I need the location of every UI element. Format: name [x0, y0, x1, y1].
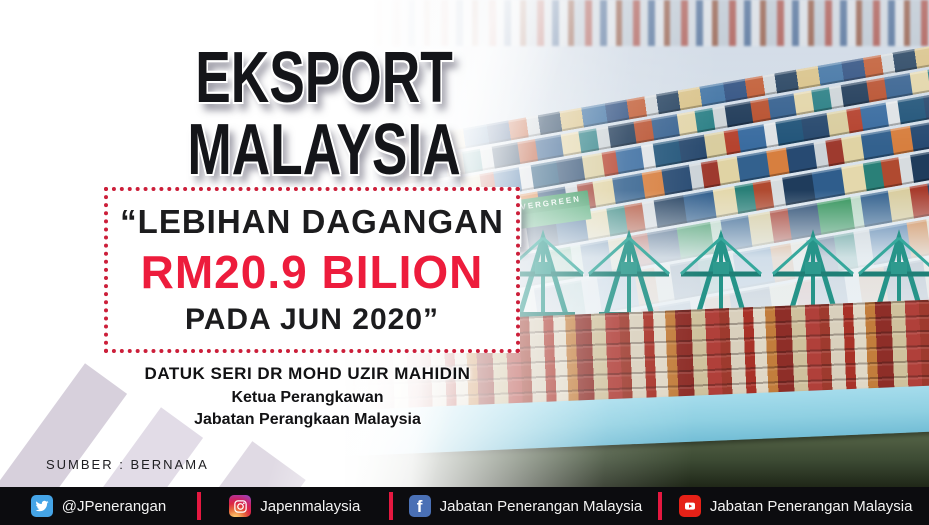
quote-line1: “LEBIHAN DAGANGAN [120, 203, 504, 240]
attribution-name: DATUK SERI DR MOHD UZIR MAHIDIN [144, 364, 471, 383]
footer-item-instagram[interactable]: Japenmalaysia [201, 487, 389, 525]
footer-item-youtube[interactable]: Jabatan Penerangan Malaysia [662, 487, 929, 525]
footer-item-facebook[interactable]: f Jabatan Penerangan Malaysia [393, 487, 659, 525]
footer-label-twitter: @JPenerangan [61, 497, 167, 515]
footer-item-twitter[interactable]: @JPenerangan [0, 487, 197, 525]
instagram-icon [229, 495, 252, 517]
twitter-icon [30, 495, 53, 517]
footer-label-facebook: Jabatan Penerangan Malaysia [439, 497, 643, 515]
footer-divider [196, 492, 201, 520]
quote-box: “LEBIHAN DAGANGAN RM20.9 BILION PADA JUN… [104, 187, 520, 353]
attribution-org: Jabatan Perangkaan Malaysia [194, 411, 421, 428]
footer-label-instagram: Japenmalaysia [260, 497, 361, 515]
footer-divider [658, 492, 663, 520]
attribution-role: Ketua Perangkawan [231, 389, 384, 406]
quote-amount: RM20.9 BILION [140, 246, 484, 298]
source-credit: SUMBER : BERNAMA [46, 457, 209, 472]
social-footer: @JPenerangan Japenmalaysia f Jabatan Pen… [0, 487, 929, 525]
attribution: DATUK SERI DR MOHD UZIR MAHIDIN Ketua Pe… [90, 364, 525, 429]
headline-line1: EKSPORT MALAYSIA [187, 38, 461, 190]
footer-divider [388, 492, 393, 520]
facebook-glyph: f [416, 496, 423, 516]
footer-label-youtube: Jabatan Penerangan Malaysia [709, 497, 913, 515]
facebook-icon: f [408, 495, 431, 517]
youtube-icon [678, 495, 701, 517]
quote-line3: PADA JUN 2020” [184, 303, 440, 336]
